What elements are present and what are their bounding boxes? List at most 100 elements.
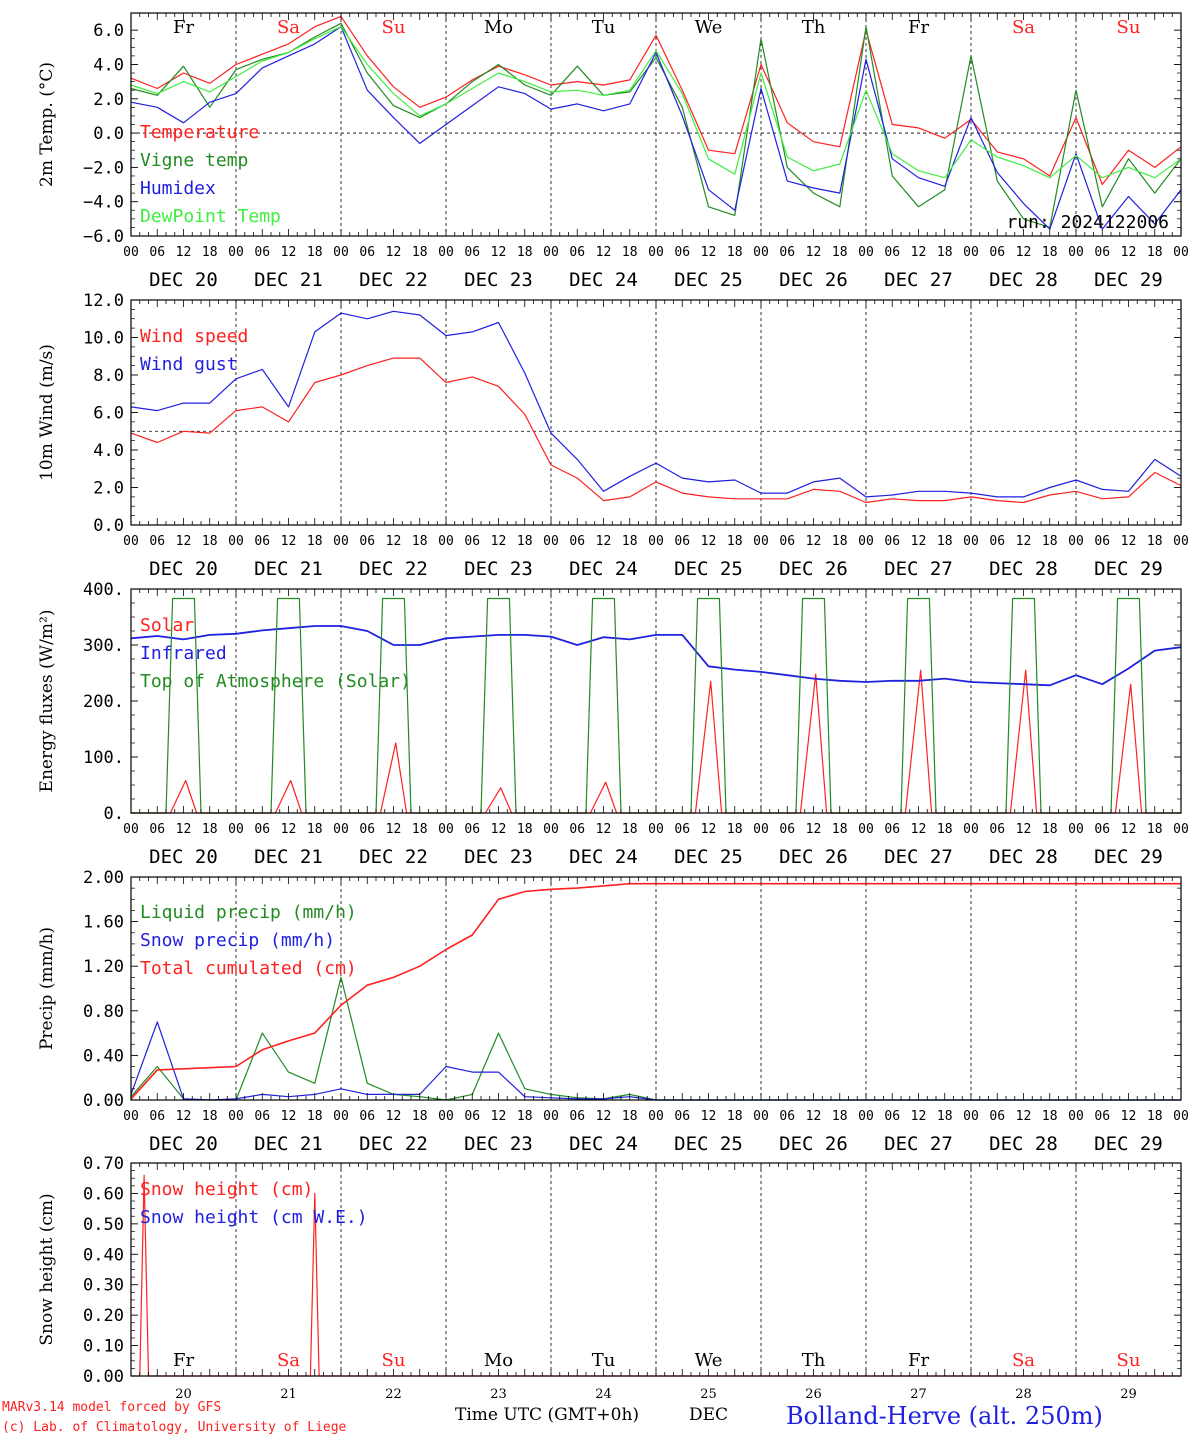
hour-tick-label: 18 [937,1109,953,1124]
y-tick-label: 200. [83,692,124,712]
day-of-week-label: Sa [1012,1350,1035,1371]
y-axis-label: 2m Temp. (°C) [37,62,57,187]
hour-tick-label: 12 [596,822,612,837]
day-number-label: 22 [385,1387,402,1402]
y-axis-label: Energy fluxes (W/m²) [37,610,57,793]
date-label: DEC 25 [674,846,743,868]
hour-tick-label: 18 [1042,534,1058,549]
series-line-2-1 [130,625,1182,687]
hour-tick-label: 12 [281,534,297,549]
day-of-week-label: Su [382,17,406,38]
hour-tick-label: 12 [806,1109,822,1124]
hour-tick-label: 12 [806,245,822,260]
run-annotation: run: 2024122006 [1006,212,1169,233]
hour-tick-label: 00 [648,1109,664,1124]
hour-tick-label: 06 [149,822,165,837]
hour-tick-label: 00 [753,1109,769,1124]
day-number-label: 27 [910,1387,927,1402]
date-label: DEC 20 [149,1133,218,1155]
legend-entry: Infrared [140,643,227,664]
legend-entry: Total cumulated (cm) [140,958,357,979]
hour-tick-label: 12 [701,534,717,549]
y-tick-label: 8.0 [93,366,124,386]
hour-tick-label: 18 [412,822,428,837]
hour-tick-label: 18 [1042,245,1058,260]
hour-tick-label: 18 [832,822,848,837]
hour-tick-label: 06 [569,822,585,837]
hour-tick-label: 00 [1173,534,1189,549]
legend-entry: Wind gust [140,354,238,375]
hour-tick-label: 12 [911,245,927,260]
day-of-week-label: Th [802,17,826,38]
hour-tick-label: 18 [307,245,323,260]
y-tick-label: 0.70 [83,1154,124,1174]
hour-tick-label: 00 [648,245,664,260]
day-of-week-label: Sa [277,17,300,38]
y-tick-label: 0.60 [83,1184,124,1204]
y-tick-label: 100. [83,748,124,768]
hour-tick-label: 12 [911,534,927,549]
hour-tick-label: 06 [674,822,690,837]
day-number-label: 29 [1120,1387,1137,1402]
hour-tick-label: 18 [202,822,218,837]
date-label: DEC 28 [989,269,1058,291]
series-line-0-1 [130,22,1182,228]
hour-tick-label: 18 [1042,1109,1058,1124]
date-label: DEC 23 [464,558,533,580]
hour-tick-label: 18 [517,245,533,260]
y-tick-label: −2.0 [83,158,124,178]
y-tick-label: 6.0 [93,21,124,41]
day-number-label: 24 [595,1387,612,1402]
y-tick-label: 1.60 [83,913,124,933]
hour-tick-label: 00 [858,1109,874,1124]
y-tick-label: 0.80 [83,1002,124,1022]
date-label: DEC 27 [884,558,953,580]
day-of-week-label: Fr [173,1350,194,1371]
hour-tick-label: 00 [1173,822,1189,837]
date-label: DEC 26 [779,269,848,291]
hour-tick-label: 06 [674,534,690,549]
hour-tick-label: 00 [858,534,874,549]
hour-tick-label: 12 [386,534,402,549]
hour-tick-label: 12 [806,534,822,549]
hour-tick-label: 00 [228,1109,244,1124]
series-line-1-1 [130,310,1182,498]
hour-tick-label: 00 [1068,1109,1084,1124]
y-tick-label: 0.30 [83,1276,124,1296]
date-label: DEC 20 [149,269,218,291]
date-label: DEC 25 [674,558,743,580]
date-label: DEC 22 [359,558,428,580]
hour-tick-label: 18 [202,534,218,549]
hour-tick-label: 18 [1147,245,1163,260]
hour-tick-label: 18 [622,822,638,837]
hour-tick-label: 18 [307,534,323,549]
hour-tick-label: 00 [963,1109,979,1124]
hour-tick-label: 12 [281,822,297,837]
hour-tick-label: 00 [123,1109,139,1124]
hour-tick-label: 12 [1016,1109,1032,1124]
hour-tick-label: 00 [753,245,769,260]
hour-tick-label: 18 [727,822,743,837]
date-label: DEC 29 [1094,269,1163,291]
y-tick-label: 12.0 [83,291,124,311]
footer-model: MARv3.14 model forced by GFS [2,1400,222,1415]
footer-station: Bolland-Herve (alt. 250m) [786,1402,1103,1430]
hour-tick-label: 06 [359,534,375,549]
date-label: DEC 23 [464,269,533,291]
date-label: DEC 27 [884,269,953,291]
y-tick-label: 0.00 [83,1367,124,1387]
hour-tick-label: 00 [228,245,244,260]
hour-tick-label: 12 [176,534,192,549]
hour-tick-label: 12 [701,1109,717,1124]
day-of-week-label: Sa [277,1350,300,1371]
date-label: DEC 26 [779,558,848,580]
date-label: DEC 22 [359,846,428,868]
hour-tick-label: 18 [622,534,638,549]
hour-tick-label: 00 [333,534,349,549]
hour-tick-label: 06 [254,1109,270,1124]
hour-tick-label: 00 [543,534,559,549]
y-tick-label: −4.0 [83,193,124,213]
hour-tick-label: 06 [1094,534,1110,549]
legend-entry: Wind speed [140,326,248,347]
day-of-week-label: We [695,1350,723,1371]
